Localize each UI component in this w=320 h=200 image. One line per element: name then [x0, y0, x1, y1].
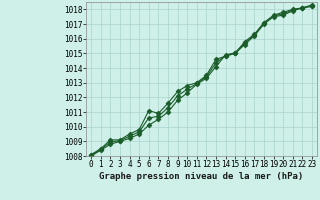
X-axis label: Graphe pression niveau de la mer (hPa): Graphe pression niveau de la mer (hPa): [100, 172, 304, 181]
